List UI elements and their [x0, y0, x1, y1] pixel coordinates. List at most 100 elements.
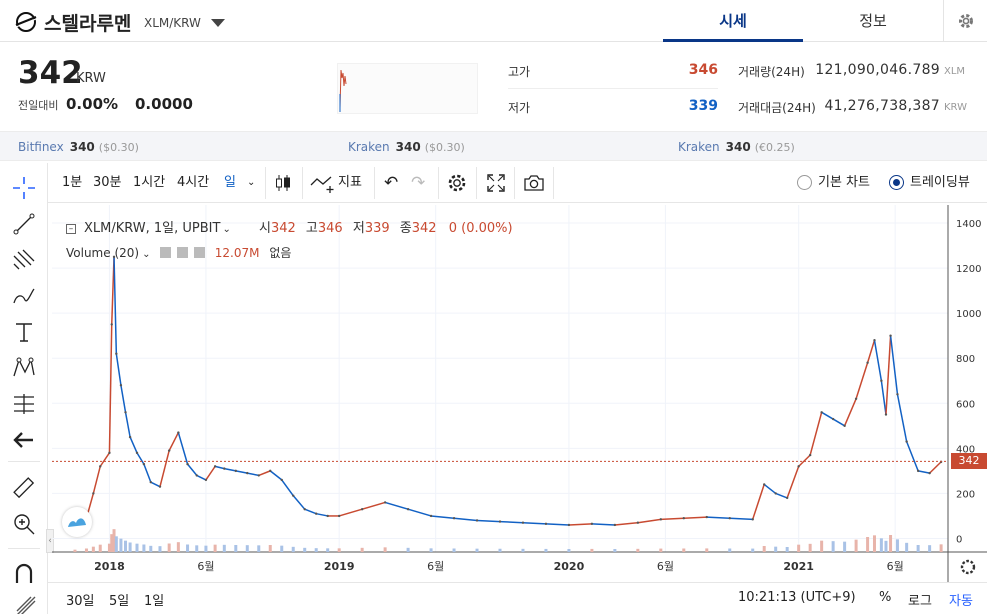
trend-line-icon[interactable]: [11, 211, 37, 237]
price-segment: [269, 470, 283, 481]
auto-toggle[interactable]: 자동: [949, 594, 973, 609]
volume-bar: [475, 548, 479, 552]
tradingview-radio[interactable]: [889, 175, 904, 190]
price-point: [124, 411, 127, 414]
interval-1m[interactable]: 1분: [62, 175, 83, 190]
symbol-dropdown-icon[interactable]: ⌄: [222, 224, 231, 235]
crosshair-icon[interactable]: [11, 175, 37, 201]
volume-bar: [337, 548, 341, 552]
price-point: [326, 514, 329, 518]
toolbar-collapse-handle[interactable]: ‹: [46, 529, 54, 553]
price-point: [475, 519, 479, 522]
volume-bar: [245, 545, 249, 552]
volume-bar: [797, 544, 801, 552]
exchange-price: 340: [725, 140, 751, 154]
price-point: [135, 451, 139, 455]
price-segment: [637, 518, 661, 524]
pair-dropdown-icon[interactable]: [211, 19, 225, 27]
volume-bar: [112, 529, 116, 552]
settings-small-icon[interactable]: [177, 247, 189, 258]
amount-label: 거래대금(24H): [738, 101, 816, 115]
basic-chart-radio[interactable]: [797, 175, 812, 190]
chart-settings-icon[interactable]: [446, 172, 468, 194]
mini-price-chart: [337, 63, 478, 114]
tab-price[interactable]: 시세: [663, 0, 803, 42]
gear-icon[interactable]: [943, 0, 987, 42]
range-5d[interactable]: 5일: [109, 594, 130, 609]
interval-dropdown-icon[interactable]: ⌄: [247, 177, 256, 188]
x-tick-label: 6월: [887, 560, 904, 573]
interval-4h[interactable]: 4시간: [177, 175, 210, 190]
camera-icon[interactable]: [523, 172, 545, 194]
volume-bar: [84, 548, 88, 552]
brush-icon[interactable]: [11, 283, 37, 309]
interval-1h[interactable]: 1시간: [133, 175, 166, 190]
volume-dropdown-icon[interactable]: ⌄: [142, 249, 151, 260]
price-unit: KRW: [76, 71, 106, 86]
volume-bar: [905, 542, 909, 552]
pattern-tool-icon[interactable]: [11, 355, 37, 381]
volume-bar: [291, 546, 295, 552]
interval-1d[interactable]: 일: [224, 175, 236, 190]
basic-chart-label[interactable]: 기본 차트: [818, 175, 870, 190]
price-point: [213, 465, 217, 468]
range-30d[interactable]: 30일: [66, 594, 95, 609]
volume-bar: [613, 549, 617, 552]
magnet-icon[interactable]: [11, 561, 37, 587]
indicator-icon[interactable]: [309, 172, 337, 194]
price-point: [119, 384, 123, 387]
axis-settings-icon[interactable]: [960, 559, 976, 575]
volume-bar: [590, 548, 594, 552]
measure-range-icon[interactable]: [11, 391, 37, 417]
undo-icon[interactable]: ↶: [384, 173, 399, 193]
tradingview-logo-icon[interactable]: [62, 507, 92, 537]
volume-bar: [149, 545, 153, 552]
current-price: 342: [18, 55, 83, 91]
zoom-in-icon[interactable]: [11, 511, 37, 537]
back-arrow-icon[interactable]: [11, 427, 37, 453]
percent-toggle[interactable]: %: [879, 590, 892, 605]
chart-toolbar: 1분 30분 1시간 4시간 일 ⌄ 지표 ↶ ↷ 기본 차트 트레이딩뷰: [0, 163, 987, 203]
candle-style-icon[interactable]: [272, 172, 294, 194]
volume-bar: [879, 538, 883, 552]
price-point: [854, 397, 858, 400]
indicators-button[interactable]: 지표: [338, 175, 362, 190]
fib-tool-icon[interactable]: [11, 247, 37, 273]
price-point: [315, 512, 318, 515]
text-tool-icon[interactable]: [11, 319, 37, 345]
exchange-price: 340: [395, 140, 421, 154]
legend-symbol[interactable]: XLM/KRW, 1일, UPBIT: [84, 221, 221, 236]
toolbar-divider: [374, 167, 375, 199]
price-point: [257, 474, 260, 477]
lock-drawings-icon[interactable]: [13, 593, 39, 614]
ruler-icon[interactable]: [11, 475, 37, 501]
interval-30m[interactable]: 30분: [93, 175, 122, 190]
range-1d[interactable]: 1일: [144, 594, 165, 609]
log-toggle[interactable]: 로그: [908, 594, 932, 609]
clock-time[interactable]: 10:21:13 (UTC+9): [738, 590, 856, 605]
price-segment: [258, 470, 271, 477]
collapse-legend-icon[interactable]: –: [66, 224, 76, 234]
price-segment: [880, 380, 887, 415]
price-point: [234, 469, 237, 473]
eye-icon[interactable]: [160, 247, 172, 258]
price-chart[interactable]: 0 200 400 600 800 1000 1200 1400 2018 6월 2019 6월 202…: [52, 205, 987, 582]
fullscreen-icon[interactable]: [485, 172, 507, 194]
volume-bar: [429, 548, 433, 552]
tradingview-label[interactable]: 트레이딩뷰: [910, 175, 970, 190]
redo-icon[interactable]: ↷: [411, 173, 426, 193]
price-point: [682, 517, 685, 520]
tab-info[interactable]: 정보: [859, 12, 887, 30]
volume-bar: [452, 548, 456, 552]
price-segment: [338, 508, 363, 517]
volume-bar: [158, 546, 162, 552]
volume-bar: [107, 543, 111, 552]
close-small-icon[interactable]: [193, 247, 205, 258]
volume-bar: [204, 545, 208, 552]
price-segment: [168, 432, 180, 451]
change-label: 전일대비: [18, 99, 59, 112]
price-segment: [832, 418, 845, 427]
price-segment: [476, 519, 501, 523]
volume-indicator-label[interactable]: Volume (20): [66, 246, 140, 260]
change-rate: 0.00%: [66, 95, 119, 113]
